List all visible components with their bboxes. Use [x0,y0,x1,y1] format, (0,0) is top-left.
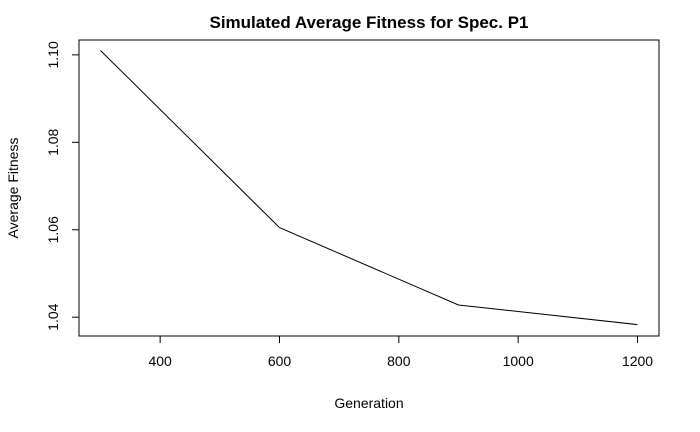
series-line [100,50,638,326]
x-tick-label: 400 [148,353,172,369]
chart-title: Simulated Average Fitness for Spec. P1 [209,13,528,32]
y-tick-label: 1.10 [45,41,61,68]
y-tick-label: 1.06 [45,216,61,243]
y-axis-label: Average Fitness [5,138,21,239]
x-tick-label: 600 [268,353,292,369]
x-axis-label: Generation [334,395,403,411]
y-tick-label: 1.04 [45,303,61,330]
x-tick-label: 1200 [622,353,653,369]
y-tick-label: 1.08 [45,128,61,155]
x-axis: 400 600 800 1000 1200 [148,335,653,369]
x-tick-label: 1000 [503,353,534,369]
y-axis: 1.04 1.06 1.08 1.10 [45,41,80,331]
plot-frame [78,39,660,337]
x-tick-label: 800 [387,353,411,369]
